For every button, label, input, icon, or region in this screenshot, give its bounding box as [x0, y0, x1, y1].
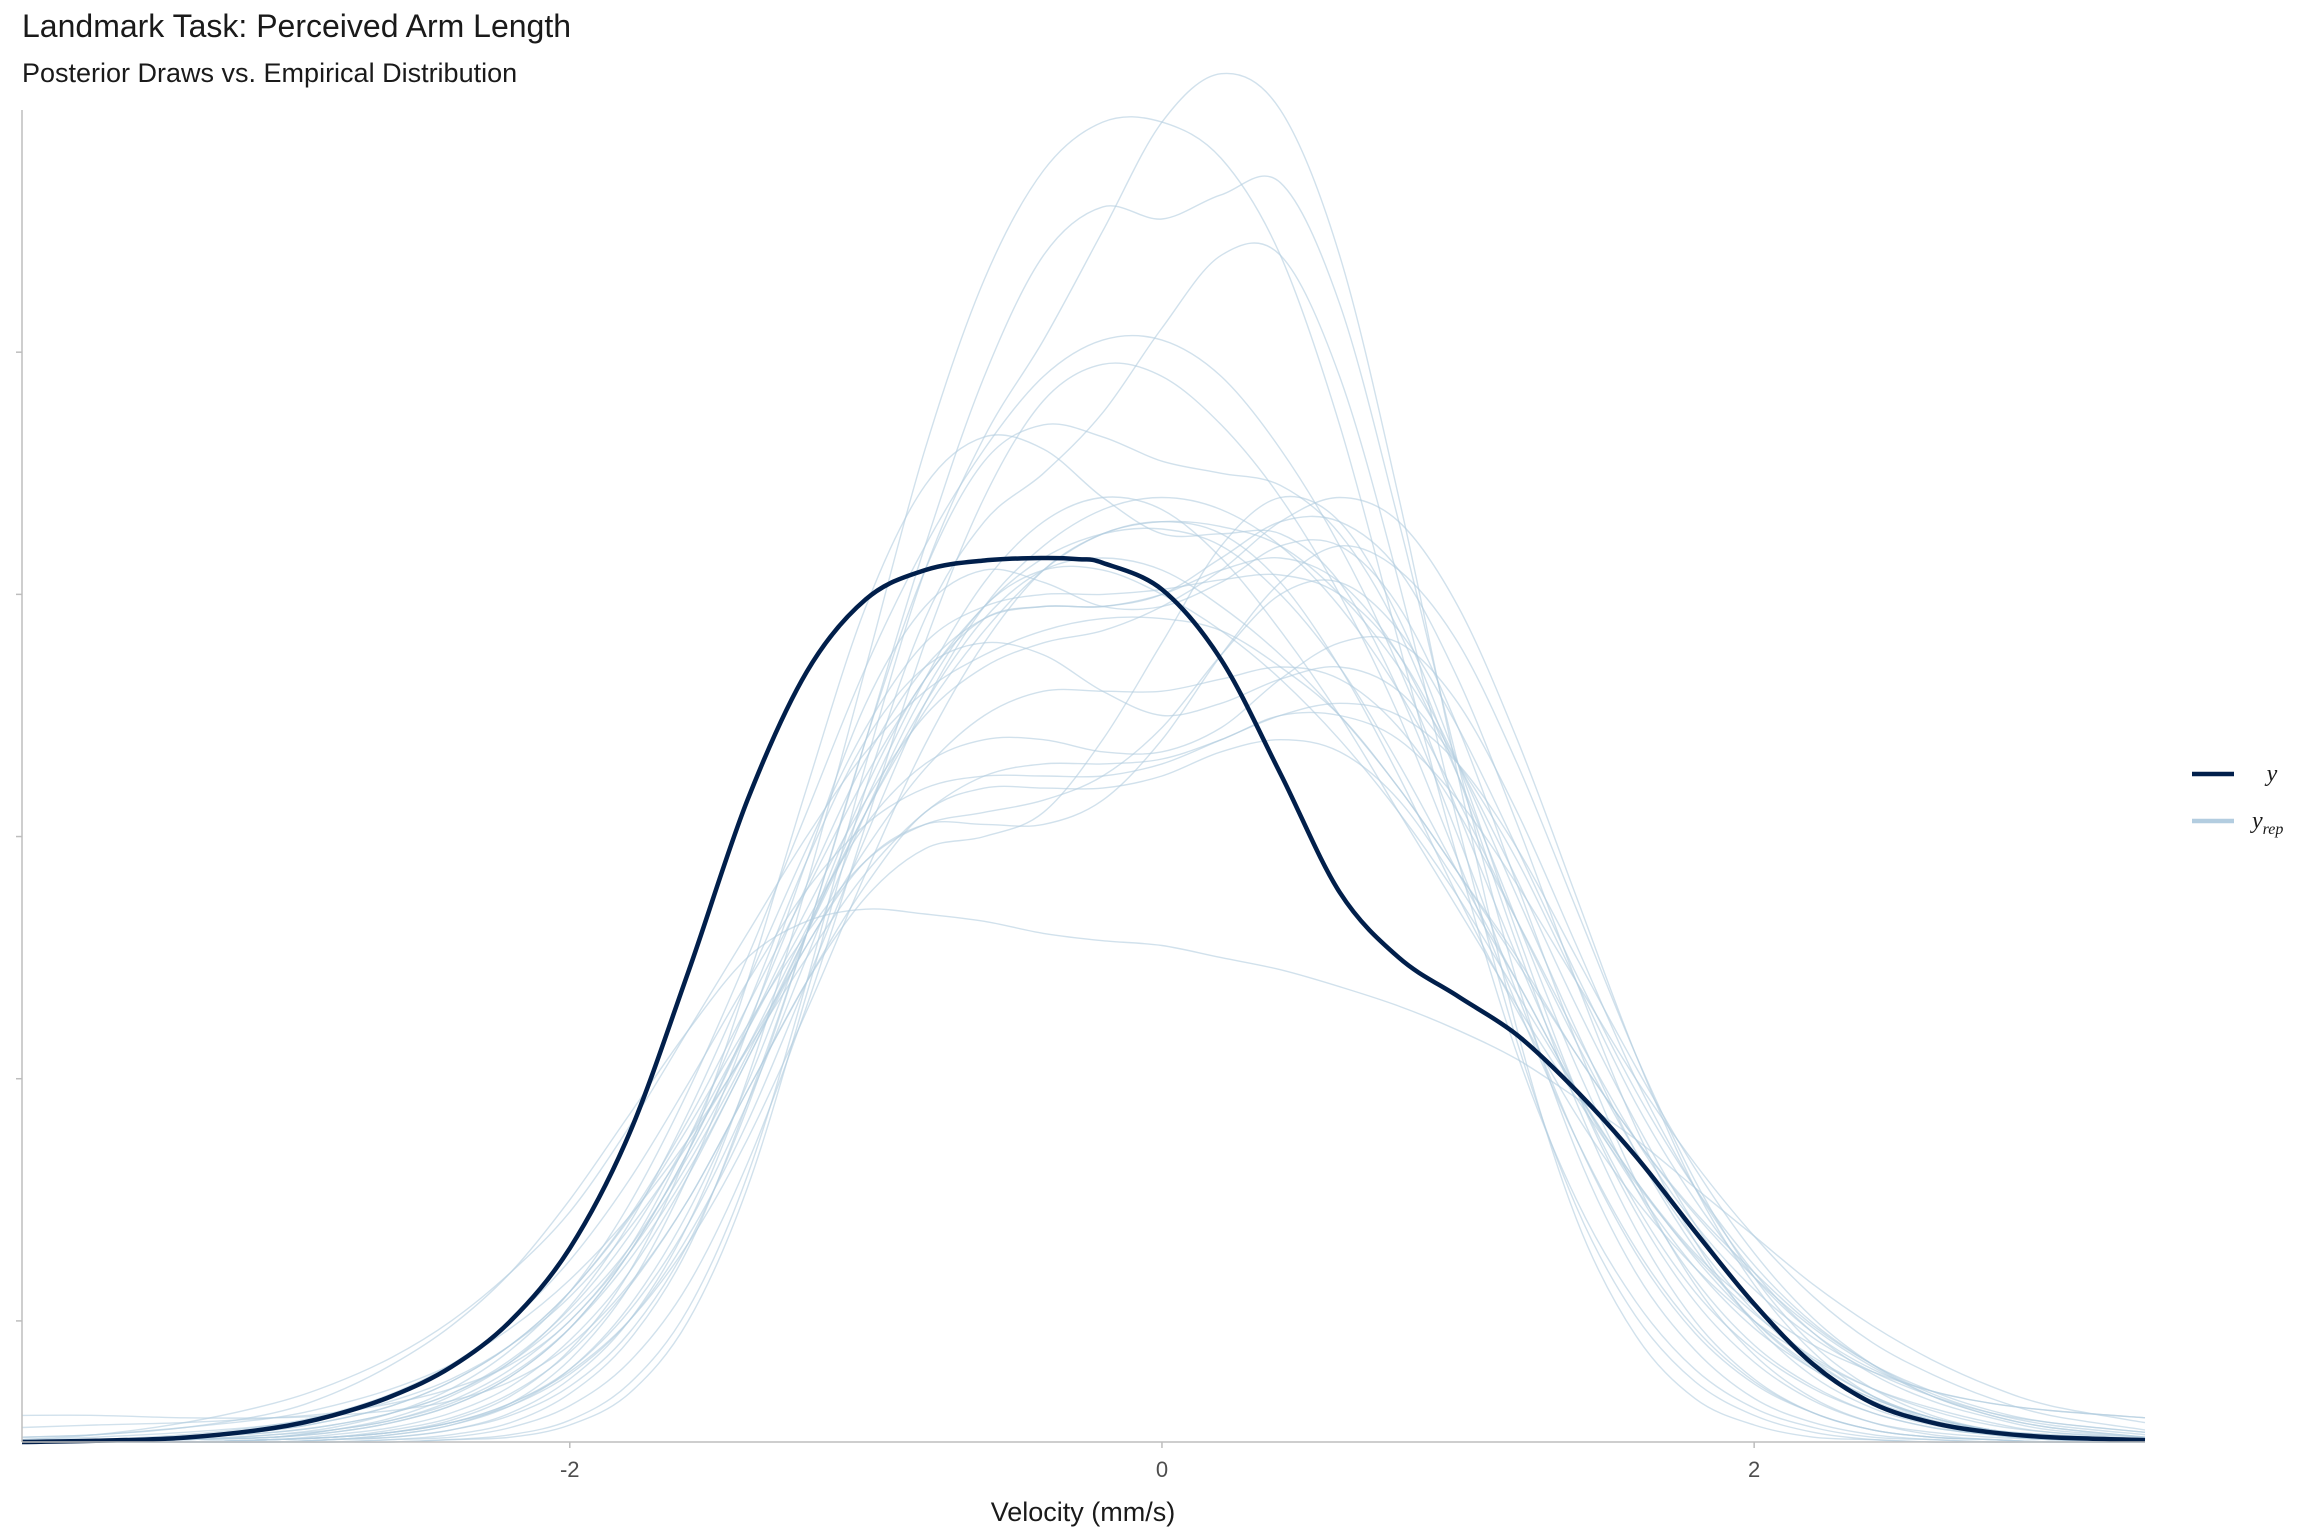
yrep-draw-line [21, 496, 2146, 1443]
legend-label-yrep: yrep [2250, 808, 2283, 838]
legend-label-y: y [2265, 761, 2278, 787]
yrep-draw-line [21, 702, 2146, 1443]
yrep-draw-line [22, 72, 2145, 1443]
chart-subtitle: Posterior Draws vs. Empirical Distributi… [22, 58, 518, 88]
y-axis-ticks [16, 351, 22, 1322]
yrep-draw-line [21, 738, 2146, 1419]
yrep-draw-line [21, 527, 2146, 1443]
yrep-draw-line [22, 515, 2146, 1443]
yrep-draw-line [22, 565, 2146, 1443]
yrep-draw-line [22, 495, 2146, 1443]
yrep-draw-line [21, 520, 2146, 1443]
yrep-draw-line [21, 573, 2146, 1443]
y-observed-line [21, 555, 2146, 1445]
yrep-draw-line [21, 908, 2146, 1438]
y-series-group [21, 555, 2146, 1445]
yrep-draw-line [22, 175, 2145, 1443]
x-tick-label: -2 [560, 1457, 580, 1482]
x-axis-title: Velocity (mm/s) [991, 1497, 1176, 1527]
yrep-draw-line [21, 636, 2146, 1443]
legend: y yrep [2192, 761, 2283, 838]
yrep-draw-line [21, 616, 2146, 1441]
yrep-draw-line [21, 579, 2146, 1443]
x-axis-ticks: -2 0 2 [560, 1442, 1760, 1482]
yrep-draw-line [21, 641, 2146, 1429]
yrep-draw-line [21, 666, 2146, 1441]
yrep-draw-line [22, 423, 2146, 1443]
yrep-draw-line [21, 496, 2146, 1443]
yrep-draw-line [22, 434, 2146, 1443]
yrep-draw-line [21, 711, 2146, 1438]
yrep-draw-line [22, 539, 2146, 1443]
yrep-series-group [21, 72, 2146, 1443]
yrep-draw-line [22, 242, 2145, 1443]
yrep-draw-line [22, 520, 2146, 1443]
x-tick-label: 2 [1748, 1457, 1760, 1482]
yrep-draw-line [22, 116, 2145, 1443]
x-tick-label: 0 [1156, 1457, 1168, 1482]
yrep-draw-line [22, 496, 2146, 1443]
yrep-draw-line [22, 362, 2146, 1443]
chart-title: Landmark Task: Perceived Arm Length [22, 8, 572, 44]
